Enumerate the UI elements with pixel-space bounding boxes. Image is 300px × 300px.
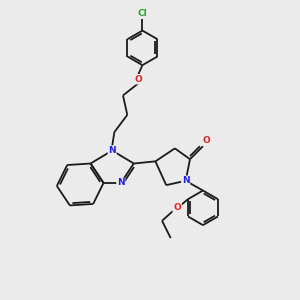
Text: N: N bbox=[108, 146, 116, 155]
Text: Cl: Cl bbox=[138, 9, 147, 18]
Text: N: N bbox=[117, 178, 124, 188]
Text: N: N bbox=[182, 176, 190, 185]
Text: O: O bbox=[173, 203, 181, 212]
Text: O: O bbox=[202, 136, 210, 145]
Text: O: O bbox=[134, 75, 142, 84]
